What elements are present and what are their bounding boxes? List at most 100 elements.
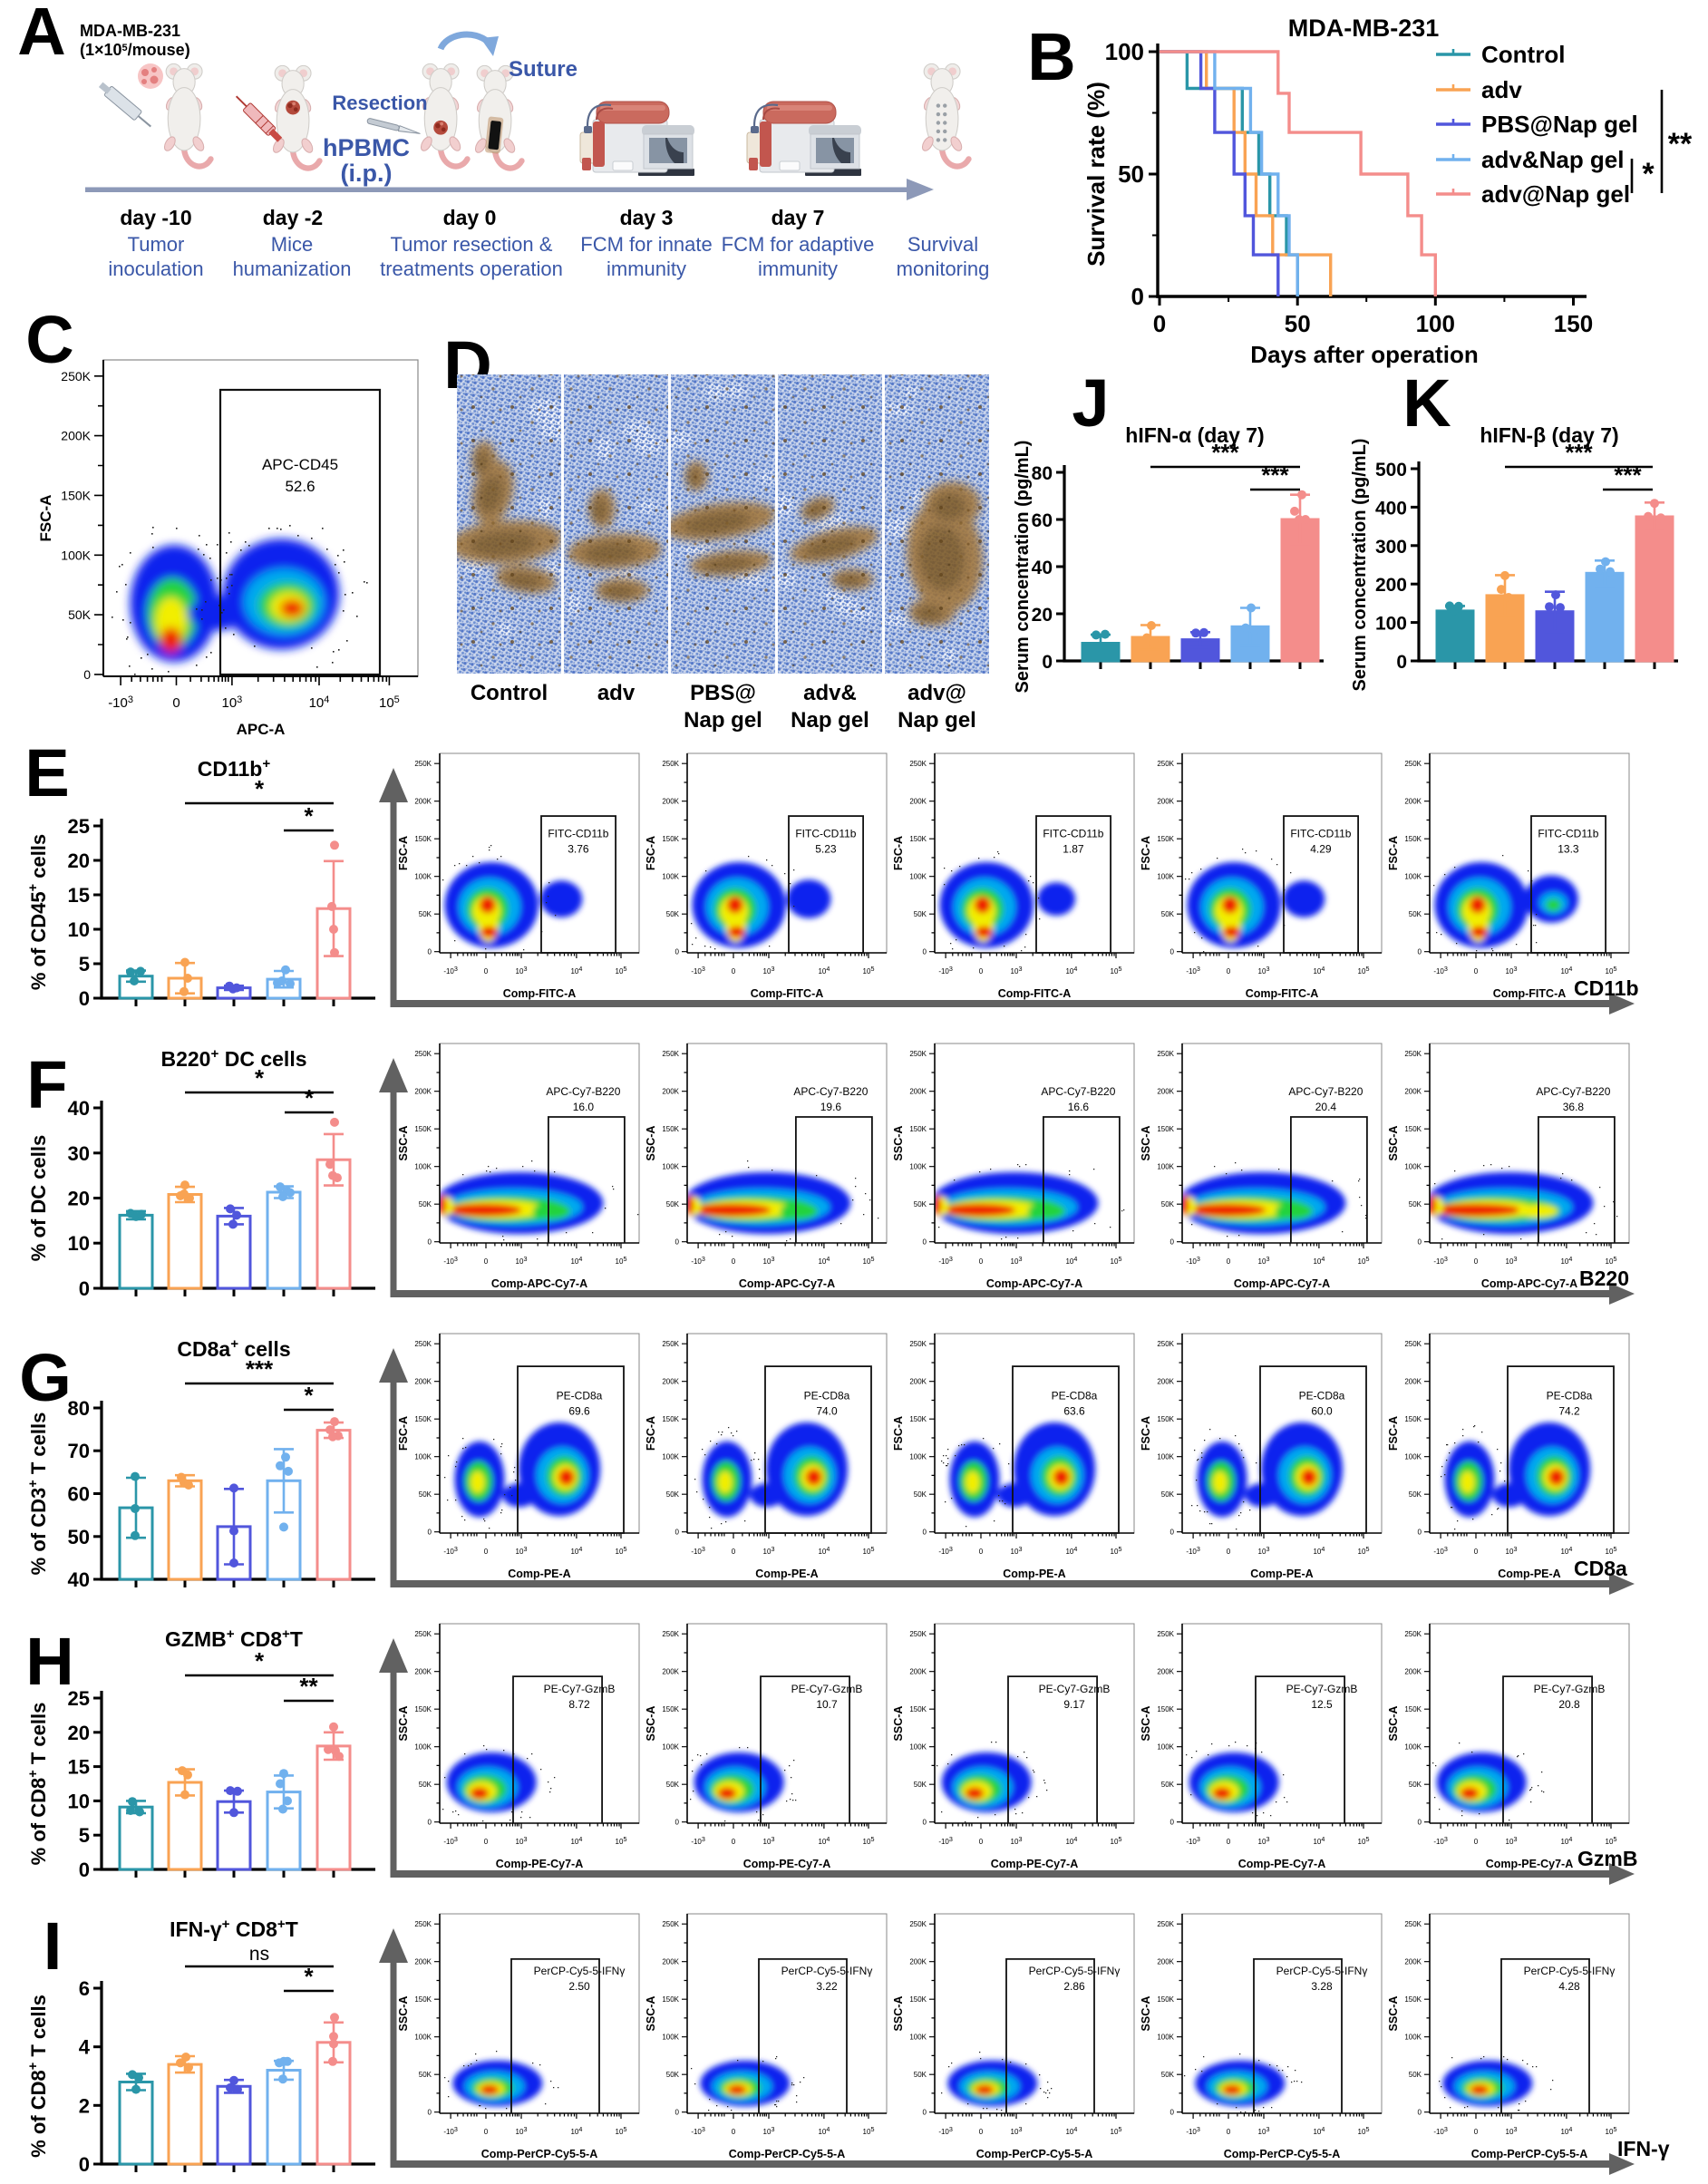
svg-text:10: 10 xyxy=(68,918,90,941)
svg-text:3.76: 3.76 xyxy=(568,842,589,855)
svg-text:% of CD8+​ T cells: % of CD8+​ T cells xyxy=(26,1703,50,1866)
svg-text:36.8: 36.8 xyxy=(1563,1101,1585,1113)
svg-text:0: 0 xyxy=(484,1838,489,1846)
svg-text:16.6: 16.6 xyxy=(1068,1101,1090,1113)
svg-text:20: 20 xyxy=(1032,605,1053,626)
svg-text:*: * xyxy=(304,802,314,830)
svg-text:FSC-A: FSC-A xyxy=(397,1416,410,1451)
svg-text:104: 104 xyxy=(1560,1255,1572,1266)
svg-text:103: 103 xyxy=(516,2125,528,2136)
svg-text:0: 0 xyxy=(732,1548,736,1556)
svg-text:day -2: day -2 xyxy=(263,206,323,229)
svg-text:0: 0 xyxy=(1170,1819,1175,1827)
svg-text:GzmB: GzmB xyxy=(1577,1847,1637,1870)
svg-text:250K: 250K xyxy=(1404,1340,1422,1348)
svg-text:10: 10 xyxy=(68,1232,90,1255)
svg-text:3.28: 3.28 xyxy=(1311,1980,1333,1993)
svg-text:2.86: 2.86 xyxy=(1063,1980,1085,1993)
svg-text:105: 105 xyxy=(616,965,627,976)
svg-text:103: 103 xyxy=(1011,1835,1023,1846)
svg-text:Serum concentration (pg/mL): Serum concentration (pg/mL) xyxy=(1350,439,1370,692)
svg-text:9.17: 9.17 xyxy=(1063,1698,1085,1711)
svg-text:FSC-A: FSC-A xyxy=(645,836,657,870)
svg-text:10: 10 xyxy=(68,1790,90,1812)
svg-text:104: 104 xyxy=(1313,1835,1325,1846)
svg-text:0: 0 xyxy=(732,1257,736,1266)
svg-text:104: 104 xyxy=(1313,1255,1325,1266)
svg-text:Comp-PerCP-Cy5-5-A: Comp-PerCP-Cy5-5-A xyxy=(1471,2148,1588,2160)
svg-text:400: 400 xyxy=(1375,498,1407,519)
svg-text:250K: 250K xyxy=(909,1920,927,1928)
svg-text:100K: 100K xyxy=(414,1163,432,1171)
svg-text:20: 20 xyxy=(68,1188,90,1210)
svg-text:*: * xyxy=(255,1647,265,1674)
svg-text:20.4: 20.4 xyxy=(1315,1101,1337,1113)
svg-text:50K: 50K xyxy=(419,1781,432,1789)
svg-text:104: 104 xyxy=(570,1835,582,1846)
svg-text:Comp-FITC-A: Comp-FITC-A xyxy=(1493,987,1567,1000)
svg-text:(i.p.): (i.p.) xyxy=(341,160,393,187)
svg-text:0: 0 xyxy=(1131,283,1144,310)
svg-text:103: 103 xyxy=(1258,1545,1270,1556)
svg-text:69.6: 69.6 xyxy=(568,1405,590,1418)
svg-text:MDA-MB-231: MDA-MB-231 xyxy=(1288,15,1440,42)
svg-text:200: 200 xyxy=(1375,575,1407,596)
svg-text:FITC-CD11b: FITC-CD11b xyxy=(1043,827,1103,840)
svg-text:PerCP-Cy5-5-IFNγ: PerCP-Cy5-5-IFNγ xyxy=(1524,1965,1616,1977)
svg-text:0: 0 xyxy=(428,1238,432,1247)
svg-text:0: 0 xyxy=(428,1819,432,1827)
svg-text:100K: 100K xyxy=(414,873,432,881)
svg-text:150K: 150K xyxy=(909,1995,927,2004)
svg-text:Comp-PE-A: Comp-PE-A xyxy=(1250,1568,1313,1580)
svg-text:-103: -103 xyxy=(1186,1835,1200,1846)
svg-text:0: 0 xyxy=(923,1238,927,1247)
svg-text:16.0: 16.0 xyxy=(573,1101,595,1113)
svg-text:103: 103 xyxy=(763,1255,775,1266)
svg-text:200K: 200K xyxy=(909,1958,927,1966)
svg-text:150K: 150K xyxy=(61,488,91,502)
svg-text:250K: 250K xyxy=(1157,1050,1174,1058)
svg-text:***: *** xyxy=(1614,461,1642,489)
svg-text:adv@Nap gel: adv@Nap gel xyxy=(1481,180,1630,208)
svg-text:105: 105 xyxy=(1111,2125,1122,2136)
svg-text:Comp-PE-Cy7-A: Comp-PE-Cy7-A xyxy=(991,1858,1079,1870)
svg-text:105: 105 xyxy=(1606,1835,1617,1846)
svg-text:250K: 250K xyxy=(1157,760,1174,768)
svg-text:103: 103 xyxy=(763,2125,775,2136)
svg-text:*: * xyxy=(255,1064,265,1092)
svg-text:-103: -103 xyxy=(1433,2125,1448,2136)
svg-text:0: 0 xyxy=(1227,2128,1231,2136)
svg-text:104: 104 xyxy=(1560,2125,1572,2136)
svg-text:250K: 250K xyxy=(662,1630,679,1638)
svg-text:APC-Cy7-B220: APC-Cy7-B220 xyxy=(1041,1085,1115,1098)
svg-text:SSC-A: SSC-A xyxy=(397,1706,410,1742)
svg-text:105: 105 xyxy=(1111,1255,1122,1266)
svg-text:% of CD8+​ T cells: % of CD8+​ T cells xyxy=(26,1995,50,2158)
svg-text:50: 50 xyxy=(1118,160,1144,188)
svg-text:day 7: day 7 xyxy=(772,206,825,229)
svg-text:FSC-A: FSC-A xyxy=(37,495,54,542)
svg-text:Comp-APC-Cy7-A: Comp-APC-Cy7-A xyxy=(1481,1277,1577,1290)
svg-text:B220+​ DC cells: B220+​ DC cells xyxy=(160,1046,306,1071)
svg-text:APC-CD45: APC-CD45 xyxy=(262,456,338,473)
svg-text:150K: 150K xyxy=(662,835,679,843)
svg-text:-103: -103 xyxy=(691,965,705,976)
svg-text:adv: adv xyxy=(597,681,636,705)
svg-text:-103: -103 xyxy=(443,1255,458,1266)
svg-text:4.28: 4.28 xyxy=(1558,1980,1580,1993)
svg-text:0: 0 xyxy=(484,2128,489,2136)
svg-text:day 3: day 3 xyxy=(620,206,674,229)
svg-text:FSC-A: FSC-A xyxy=(1387,1416,1400,1451)
svg-text:PE-Cy7-GzmB: PE-Cy7-GzmB xyxy=(1286,1683,1358,1695)
svg-text:150K: 150K xyxy=(1157,835,1174,843)
svg-text:150K: 150K xyxy=(414,835,432,843)
svg-text:monitoring: monitoring xyxy=(897,257,990,280)
svg-text:0: 0 xyxy=(484,967,489,976)
svg-text:100K: 100K xyxy=(909,2034,927,2042)
svg-text:PBS@Nap gel: PBS@Nap gel xyxy=(1481,111,1638,138)
svg-text:% of CD3+​ T cells: % of CD3+​ T cells xyxy=(26,1412,50,1576)
svg-text:104: 104 xyxy=(1065,1255,1077,1266)
svg-text:IFN-γ+​ CD8+​T: IFN-γ+​ CD8+​T xyxy=(170,1917,298,1941)
svg-text:-103: -103 xyxy=(443,1835,458,1846)
svg-text:104: 104 xyxy=(1313,1545,1325,1556)
